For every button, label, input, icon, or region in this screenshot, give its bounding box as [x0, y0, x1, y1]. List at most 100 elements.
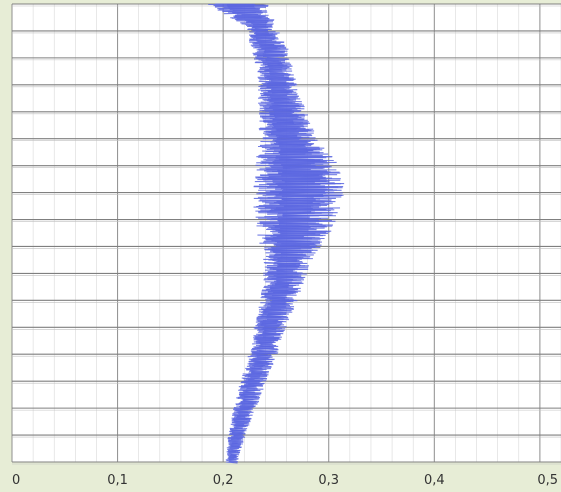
series-stroke: [262, 177, 326, 180]
x-tick-label: 0,1: [107, 473, 128, 488]
series-stroke: [229, 460, 238, 463]
series-stroke: [281, 197, 314, 200]
series-stroke: [275, 156, 324, 159]
series-stroke: [225, 461, 238, 464]
series-stroke: [276, 241, 322, 244]
series-stroke: [264, 63, 282, 66]
series-stroke: [255, 175, 323, 178]
series-stroke: [228, 439, 241, 442]
series-stroke: [240, 381, 260, 384]
series-stroke: [278, 142, 315, 145]
series-stroke: [260, 161, 337, 164]
series-stroke: [266, 266, 309, 269]
series-stroke: [264, 152, 320, 155]
series-stroke: [266, 89, 298, 92]
series-stroke: [246, 368, 267, 371]
series-stroke: [255, 324, 285, 327]
series-stroke: [219, 7, 256, 10]
series-stroke: [222, 10, 267, 13]
series-stroke: [278, 135, 298, 138]
series-stroke: [260, 208, 326, 211]
series-stroke: [248, 378, 267, 381]
series-stroke: [269, 184, 321, 186]
series-stroke: [258, 183, 336, 186]
x-tick-label: 0,2: [213, 473, 234, 488]
series-stroke: [273, 114, 309, 116]
series-stroke: [272, 259, 298, 262]
series-stroke: [247, 355, 272, 358]
series-stroke: [262, 193, 323, 196]
series-stroke: [270, 303, 289, 306]
series-stroke: [250, 376, 266, 379]
x-tick-label: 0: [12, 473, 20, 488]
series-stroke: [278, 150, 309, 153]
series-stroke: [265, 237, 304, 240]
series-stroke: [249, 38, 275, 41]
series-stroke: [260, 86, 292, 89]
series-stroke: [214, 5, 269, 8]
series-stroke: [265, 273, 299, 276]
series-stroke: [283, 204, 328, 207]
series-stroke: [253, 334, 281, 337]
series-stroke: [281, 163, 311, 166]
series-stroke: [281, 189, 327, 192]
series-stroke: [235, 403, 254, 406]
series-stroke: [268, 130, 309, 133]
series-stroke: [259, 78, 287, 81]
series-stroke: [255, 344, 272, 347]
series-profile: [208, 3, 345, 464]
series-stroke: [258, 84, 287, 87]
series-stroke: [274, 260, 297, 263]
series-stroke: [258, 187, 326, 189]
series-stroke: [237, 396, 255, 398]
series-stroke: [278, 223, 333, 226]
series-stroke: [254, 363, 264, 365]
series-stroke: [269, 79, 295, 81]
series-stroke: [280, 252, 298, 254]
series-stroke: [223, 12, 263, 15]
x-tick-label: 0,4: [424, 473, 445, 488]
series-stroke: [256, 192, 343, 195]
series-stroke: [267, 90, 294, 93]
x-tick-label: 0,5: [537, 473, 558, 488]
series-stroke: [259, 322, 278, 325]
series-stroke: [257, 70, 293, 73]
series-stroke: [262, 105, 301, 108]
series-stroke: [271, 283, 290, 286]
series-stroke: [255, 176, 326, 179]
series-stroke: [263, 93, 298, 96]
series-stroke: [273, 256, 301, 259]
series-stroke: [240, 385, 257, 388]
series-stroke: [237, 396, 260, 399]
series-stroke: [254, 46, 285, 48]
series-stroke: [258, 207, 341, 210]
series-stroke: [272, 181, 315, 184]
series-stroke: [244, 383, 264, 386]
series-stroke: [233, 14, 269, 17]
series-stroke: [252, 358, 274, 361]
series-stroke: [259, 144, 305, 147]
series-stroke: [259, 167, 325, 170]
series-stroke: [253, 338, 282, 341]
series-stroke: [255, 352, 270, 355]
series-stroke: [262, 60, 285, 63]
series-stroke: [257, 328, 286, 331]
series-stroke: [242, 398, 259, 401]
series-stroke: [229, 451, 241, 454]
series-stroke: [230, 428, 248, 430]
series-stroke: [247, 19, 274, 22]
series-stroke: [253, 32, 280, 35]
series-stroke: [267, 270, 294, 273]
series-stroke: [229, 442, 238, 445]
series-stroke: [261, 313, 282, 316]
series-stroke: [270, 97, 289, 100]
series-stroke: [256, 48, 289, 51]
series-stroke: [234, 425, 245, 427]
series-stroke: [240, 401, 252, 404]
series-stroke: [231, 16, 268, 19]
series-stroke: [266, 85, 290, 88]
series-stroke: [229, 445, 241, 448]
series-stroke: [266, 306, 292, 309]
series-stroke: [262, 65, 293, 68]
series-stroke: [272, 145, 306, 148]
